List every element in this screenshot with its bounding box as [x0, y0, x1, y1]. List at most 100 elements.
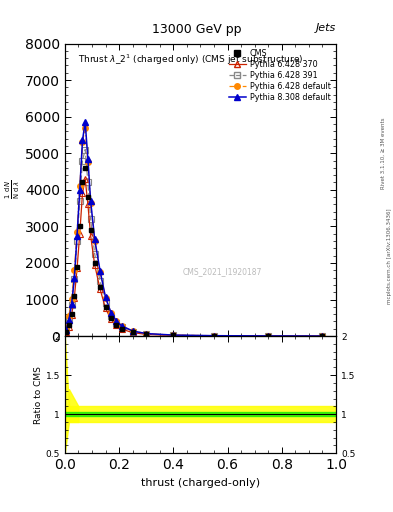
Pythia 6.428 370 [171, 332, 176, 338]
Pythia 6.428 370 [75, 265, 79, 271]
CMS [75, 264, 79, 270]
Pythia 6.428 default [119, 323, 124, 329]
Pythia 6.428 391 [69, 302, 74, 308]
Pythia 6.428 391 [64, 327, 68, 333]
CMS [266, 333, 270, 339]
Pythia 8.308 default [77, 187, 82, 193]
Pythia 6.428 391 [86, 179, 90, 185]
Text: mcplots.cern.ch [arXiv:1306.3436]: mcplots.cern.ch [arXiv:1306.3436] [387, 208, 391, 304]
Pythia 8.308 default [66, 317, 71, 323]
Pythia 6.428 391 [66, 317, 71, 323]
Pythia 6.428 370 [88, 232, 93, 239]
Pythia 6.428 391 [320, 333, 325, 339]
CMS [83, 165, 88, 171]
Pythia 6.428 default [64, 325, 68, 331]
Pythia 6.428 default [144, 331, 149, 337]
Pythia 6.428 391 [77, 198, 82, 204]
CMS [77, 223, 82, 229]
Pythia 6.428 default [320, 333, 325, 339]
CMS [114, 322, 119, 328]
Pythia 6.428 default [83, 124, 88, 131]
Pythia 6.428 default [103, 294, 108, 301]
Pythia 8.308 default [75, 232, 79, 239]
CMS [86, 194, 90, 200]
Line: Pythia 8.308 default: Pythia 8.308 default [63, 119, 325, 339]
Pythia 6.428 default [77, 183, 82, 189]
Pythia 6.428 391 [98, 278, 103, 284]
X-axis label: thrust (charged-only): thrust (charged-only) [141, 478, 260, 487]
Pythia 6.428 391 [83, 146, 88, 153]
Pythia 8.308 default [92, 236, 97, 242]
Pythia 6.428 default [86, 159, 90, 165]
Pythia 6.428 391 [119, 324, 124, 330]
Pythia 6.428 391 [211, 333, 216, 339]
Pythia 6.428 370 [266, 333, 270, 339]
Y-axis label: $\frac{1}{\mathrm{N}}\,\frac{\mathrm{d}N}{\mathrm{d}\,\lambda}$: $\frac{1}{\mathrm{N}}\,\frac{\mathrm{d}N… [4, 180, 22, 200]
Line: Pythia 6.428 391: Pythia 6.428 391 [63, 147, 325, 339]
Pythia 6.428 391 [130, 329, 135, 335]
Pythia 6.428 default [69, 296, 74, 302]
CMS [72, 293, 77, 299]
Pythia 6.428 370 [108, 316, 113, 323]
Pythia 6.428 370 [92, 262, 97, 268]
Pythia 8.308 default [211, 333, 216, 339]
Pythia 8.308 default [320, 333, 325, 339]
Pythia 6.428 370 [64, 329, 68, 335]
Pythia 6.428 391 [266, 333, 270, 339]
Pythia 6.428 391 [72, 276, 77, 283]
Pythia 6.428 default [266, 333, 270, 339]
Pythia 6.428 370 [72, 294, 77, 301]
Pythia 6.428 391 [114, 320, 119, 326]
Pythia 6.428 370 [69, 312, 74, 318]
CMS [98, 284, 103, 290]
Pythia 8.308 default [114, 318, 119, 324]
Pythia 6.428 391 [108, 313, 113, 319]
Pythia 6.428 default [72, 267, 77, 273]
Pythia 8.308 default [86, 156, 90, 162]
Pythia 6.428 370 [211, 333, 216, 339]
Pythia 6.428 370 [86, 201, 90, 207]
CMS [64, 329, 68, 335]
Pythia 6.428 370 [77, 230, 82, 237]
Pythia 6.428 default [98, 269, 103, 275]
Pythia 8.308 default [72, 275, 77, 282]
Pythia 6.428 default [80, 139, 85, 145]
Pythia 6.428 default [114, 318, 119, 324]
Legend: CMS, Pythia 6.428 370, Pythia 6.428 391, Pythia 6.428 default, Pythia 8.308 defa: CMS, Pythia 6.428 370, Pythia 6.428 391,… [227, 48, 332, 104]
Pythia 8.308 default [64, 327, 68, 333]
Pythia 8.308 default [69, 301, 74, 307]
Pythia 8.308 default [88, 198, 93, 204]
CMS [144, 331, 149, 337]
Pythia 8.308 default [130, 328, 135, 334]
Text: Rivet 3.1.10, ≥ 3M events: Rivet 3.1.10, ≥ 3M events [381, 118, 386, 189]
Pythia 6.428 370 [80, 190, 85, 197]
Pythia 6.428 370 [119, 326, 124, 332]
CMS [320, 333, 325, 339]
Pythia 6.428 default [75, 229, 79, 235]
Text: CMS_2021_I1920187: CMS_2021_I1920187 [182, 267, 262, 276]
Line: Pythia 6.428 370: Pythia 6.428 370 [63, 176, 325, 339]
Pythia 6.428 391 [144, 331, 149, 337]
Pythia 8.308 default [80, 137, 85, 143]
Line: Pythia 6.428 default: Pythia 6.428 default [63, 125, 325, 339]
CMS [108, 315, 113, 321]
CMS [66, 322, 71, 328]
Pythia 6.428 default [130, 328, 135, 334]
Pythia 8.308 default [103, 294, 108, 301]
Pythia 6.428 391 [75, 238, 79, 244]
Pythia 8.308 default [98, 268, 103, 274]
Pythia 8.308 default [266, 333, 270, 339]
Pythia 6.428 default [171, 332, 176, 338]
CMS [119, 326, 124, 332]
Pythia 6.428 370 [83, 176, 88, 182]
Pythia 8.308 default [171, 332, 176, 338]
Pythia 6.428 370 [103, 305, 108, 311]
Pythia 6.428 370 [320, 333, 325, 339]
Pythia 6.428 391 [80, 158, 85, 164]
Pythia 8.308 default [144, 331, 149, 337]
Pythia 8.308 default [108, 309, 113, 315]
Pythia 6.428 default [211, 333, 216, 339]
Text: Jets: Jets [316, 23, 336, 33]
Y-axis label: Ratio to CMS: Ratio to CMS [34, 366, 43, 423]
Pythia 6.428 391 [92, 251, 97, 257]
